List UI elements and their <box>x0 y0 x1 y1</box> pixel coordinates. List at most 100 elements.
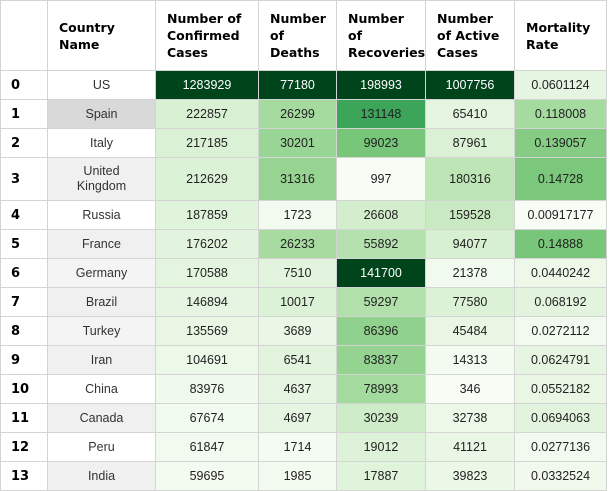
cell-confirmed-cases: 59695 <box>155 461 259 491</box>
cell-country: Canada <box>47 403 156 433</box>
table-row: 2 Italy 217185 30201 99023 87961 0.139057 <box>0 128 607 158</box>
cell-mortality-rate: 0.068192 <box>514 287 607 317</box>
row-index-cell: 6 <box>0 258 48 288</box>
row-index-cell: 9 <box>0 345 48 375</box>
cell-deaths: 10017 <box>258 287 337 317</box>
cell-country: Turkey <box>47 316 156 346</box>
cell-active-cases: 1007756 <box>425 70 515 100</box>
cell-recoveries: 19012 <box>336 432 426 462</box>
table-row: 3 United Kingdom 212629 31316 997 180316 0.147… <box>0 157 607 201</box>
corner-header-cell <box>0 0 48 71</box>
row-index-cell: 0 <box>0 70 48 100</box>
row-index-cell: 8 <box>0 316 48 346</box>
table-row: 11 Canada 67674 4697 30239 32738 0.0694063 <box>0 403 607 433</box>
table-body: 0 US 1283929 77180 198993 1007756 0.0601124 1 Sp… <box>0 70 607 491</box>
cell-country: US <box>47 70 156 100</box>
cell-deaths: 6541 <box>258 345 337 375</box>
cell-country: Peru <box>47 432 156 462</box>
cell-country: Spain <box>47 99 156 129</box>
cell-country: France <box>47 229 156 259</box>
cell-mortality-rate: 0.0332524 <box>514 461 607 491</box>
row-index-cell: 11 <box>0 403 48 433</box>
table-row: 5 France 176202 26233 55892 94077 0.14888 <box>0 229 607 259</box>
cell-recoveries: 131148 <box>336 99 426 129</box>
row-index-cell: 10 <box>0 374 48 404</box>
row-index-cell: 7 <box>0 287 48 317</box>
table-row: 10 China 83976 4637 78993 346 0.0552182 <box>0 374 607 404</box>
cell-deaths: 7510 <box>258 258 337 288</box>
cell-country: China <box>47 374 156 404</box>
cell-recoveries: 83837 <box>336 345 426 375</box>
cell-deaths: 4637 <box>258 374 337 404</box>
cell-recoveries: 17887 <box>336 461 426 491</box>
cell-recoveries: 99023 <box>336 128 426 158</box>
cell-confirmed-cases: 212629 <box>155 157 259 201</box>
cell-confirmed-cases: 135569 <box>155 316 259 346</box>
cell-confirmed-cases: 217185 <box>155 128 259 158</box>
cell-mortality-rate: 0.0277136 <box>514 432 607 462</box>
cell-recoveries: 55892 <box>336 229 426 259</box>
cell-country: Brazil <box>47 287 156 317</box>
table-row: 9 Iran 104691 6541 83837 14313 0.0624791 <box>0 345 607 375</box>
cell-confirmed-cases: 146894 <box>155 287 259 317</box>
row-index-cell: 2 <box>0 128 48 158</box>
cell-recoveries: 26608 <box>336 200 426 230</box>
cell-active-cases: 346 <box>425 374 515 404</box>
cell-country: Italy <box>47 128 156 158</box>
cell-mortality-rate: 0.139057 <box>514 128 607 158</box>
table-row: 13 India 59695 1985 17887 39823 0.0332524 <box>0 461 607 491</box>
row-index-cell: 12 <box>0 432 48 462</box>
cell-country: Iran <box>47 345 156 375</box>
cell-country: India <box>47 461 156 491</box>
cell-country: United Kingdom <box>47 157 156 201</box>
cell-confirmed-cases: 187859 <box>155 200 259 230</box>
cell-recoveries: 78993 <box>336 374 426 404</box>
cell-mortality-rate: 0.0601124 <box>514 70 607 100</box>
cell-recoveries: 86396 <box>336 316 426 346</box>
cell-recoveries: 198993 <box>336 70 426 100</box>
col-header-active-cases: Number of Active Cases <box>425 0 515 71</box>
cell-recoveries: 997 <box>336 157 426 201</box>
cell-deaths: 3689 <box>258 316 337 346</box>
cell-active-cases: 180316 <box>425 157 515 201</box>
cell-deaths: 26299 <box>258 99 337 129</box>
cell-deaths: 31316 <box>258 157 337 201</box>
cell-deaths: 77180 <box>258 70 337 100</box>
table-row: 4 Russia 187859 1723 26608 159528 0.00917177 <box>0 200 607 230</box>
cell-confirmed-cases: 61847 <box>155 432 259 462</box>
cell-confirmed-cases: 104691 <box>155 345 259 375</box>
cell-active-cases: 65410 <box>425 99 515 129</box>
row-index-cell: 13 <box>0 461 48 491</box>
table-row: 7 Brazil 146894 10017 59297 77580 0.068192 <box>0 287 607 317</box>
cell-mortality-rate: 0.14728 <box>514 157 607 201</box>
col-header-mortality-rate: Mortality Rate <box>514 0 607 71</box>
table-row: 1 Spain 222857 26299 131148 65410 0.118008 <box>0 99 607 129</box>
cell-recoveries: 141700 <box>336 258 426 288</box>
table-row: 8 Turkey 135569 3689 86396 45484 0.0272112 <box>0 316 607 346</box>
cell-active-cases: 32738 <box>425 403 515 433</box>
col-header-deaths: Number of Deaths <box>258 0 337 71</box>
cell-confirmed-cases: 67674 <box>155 403 259 433</box>
table-row: 12 Peru 61847 1714 19012 41121 0.0277136 <box>0 432 607 462</box>
cell-active-cases: 77580 <box>425 287 515 317</box>
table-row: 0 US 1283929 77180 198993 1007756 0.0601124 <box>0 70 607 100</box>
col-header-recoveries: Number of Recoveries <box>336 0 426 71</box>
cell-confirmed-cases: 222857 <box>155 99 259 129</box>
cell-confirmed-cases: 1283929 <box>155 70 259 100</box>
row-index-cell: 4 <box>0 200 48 230</box>
cell-active-cases: 87961 <box>425 128 515 158</box>
cell-confirmed-cases: 176202 <box>155 229 259 259</box>
cell-recoveries: 59297 <box>336 287 426 317</box>
cell-active-cases: 159528 <box>425 200 515 230</box>
col-header-country-name: Country Name <box>47 0 156 71</box>
cell-mortality-rate: 0.0624791 <box>514 345 607 375</box>
row-index-cell: 1 <box>0 99 48 129</box>
cell-mortality-rate: 0.0552182 <box>514 374 607 404</box>
cell-active-cases: 39823 <box>425 461 515 491</box>
cell-active-cases: 14313 <box>425 345 515 375</box>
cell-deaths: 1723 <box>258 200 337 230</box>
cell-active-cases: 45484 <box>425 316 515 346</box>
cell-deaths: 30201 <box>258 128 337 158</box>
cell-deaths: 4697 <box>258 403 337 433</box>
